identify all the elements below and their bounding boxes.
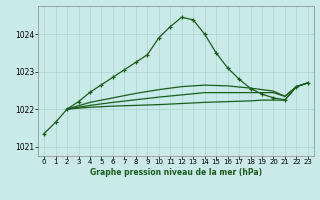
X-axis label: Graphe pression niveau de la mer (hPa): Graphe pression niveau de la mer (hPa) xyxy=(90,168,262,177)
